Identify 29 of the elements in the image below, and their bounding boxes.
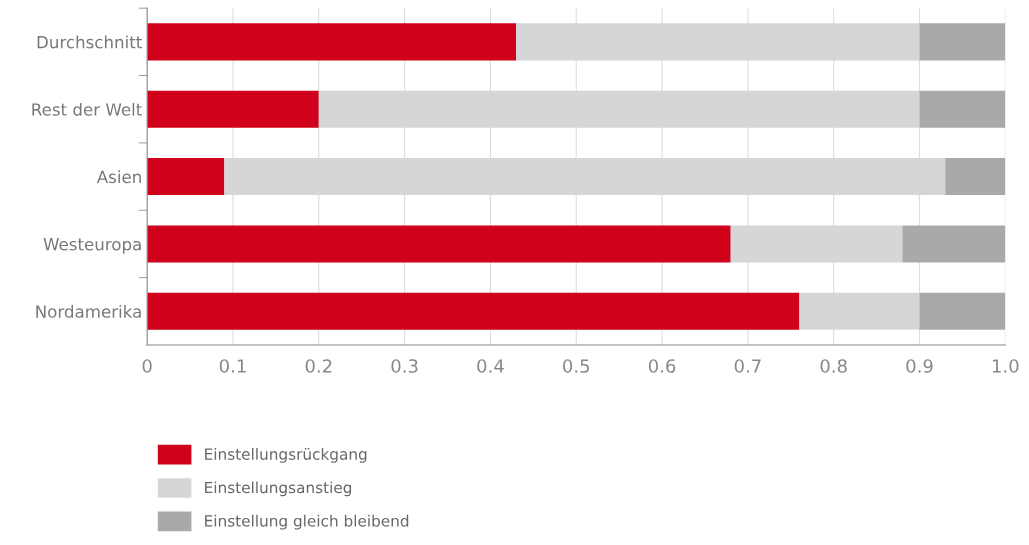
y-tick-label: Durchschnitt: [37, 35, 142, 49]
bar: [147, 158, 225, 196]
bar: [945, 158, 1006, 196]
x-tick-label: 0.5: [563, 359, 590, 373]
bar: [147, 292, 800, 330]
y-tick-label: Nordamerika: [36, 304, 141, 318]
x-tick-label: 0.2: [305, 359, 332, 373]
legend-label: Einstellungsanstieg: [205, 481, 352, 497]
legend-label: Einstellung gleich bleibend: [205, 514, 409, 530]
y-tick-label: Westeuropa: [43, 238, 141, 254]
x-tick-label: 0.6: [648, 359, 676, 373]
x-tick-label: 0.9: [906, 359, 933, 373]
x-tick-label: 0.4: [477, 359, 504, 373]
bar: [902, 225, 1006, 263]
legend-label: Einstellungsrückgang: [205, 448, 367, 463]
bar: [147, 225, 731, 263]
x-tick-label: 0: [142, 359, 152, 373]
x-tick-label: 0.3: [391, 359, 418, 373]
x-tick-label: 1.0: [992, 359, 1019, 373]
bar: [147, 90, 319, 128]
bar: [919, 90, 1006, 128]
x-tick-label: 0.8: [820, 359, 847, 373]
bar: [919, 23, 1006, 61]
bar: [919, 292, 1006, 330]
x-tick-label: 0.1: [219, 359, 246, 373]
bar: [147, 23, 517, 61]
x-tick-label: 0.7: [734, 359, 761, 373]
y-tick-label: Asien: [96, 170, 141, 184]
y-tick-label: Rest der Welt: [32, 102, 142, 116]
